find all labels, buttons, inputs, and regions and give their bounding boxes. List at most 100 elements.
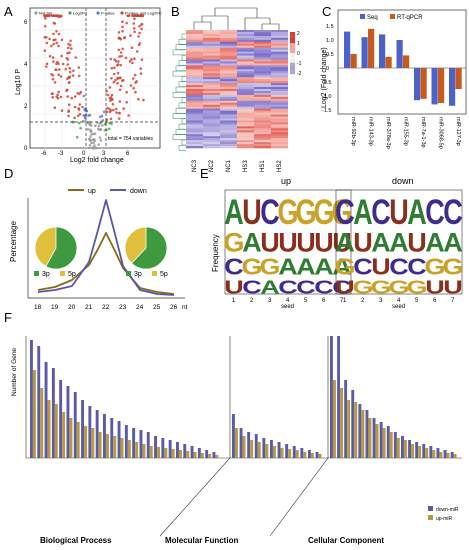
volcano-point [77, 121, 81, 125]
volcano-point [133, 73, 137, 77]
heatmap-cell [271, 39, 288, 43]
bar-up-mir [418, 446, 422, 458]
heatmap-cell [186, 98, 203, 102]
bar-down-mir [124, 425, 128, 458]
logo-letter: U [278, 227, 297, 257]
color-scale-step [290, 33, 295, 35]
heatmap-cell [237, 116, 254, 119]
heatmap-cell [186, 124, 203, 127]
logo-letter: G [223, 227, 244, 257]
heatmap-cell [237, 47, 254, 50]
volcano-point [56, 93, 59, 96]
volcano-point [113, 58, 116, 61]
logo-letter: G [353, 276, 374, 297]
seed-axis-label: seed [281, 304, 294, 310]
volcano-point [82, 120, 86, 123]
heatmap-cell [220, 120, 237, 123]
volcano-point [44, 16, 47, 20]
heatmap-cell [254, 144, 271, 147]
logo-letter: A [260, 276, 280, 297]
heatmap-cell [203, 69, 220, 72]
heatmap-cell [203, 33, 220, 37]
heatmap-cell [254, 61, 271, 64]
heatmap-cell [237, 67, 254, 70]
dendrogram-branch [178, 102, 186, 109]
bar-down-mir [365, 410, 369, 458]
heatmap-cell [186, 45, 203, 48]
bar-up-mir [333, 380, 336, 458]
logo-letter: A [224, 193, 243, 232]
color-scale-step [290, 51, 295, 54]
color-scale-label: 2 [297, 31, 300, 37]
heatmap-cell [220, 100, 237, 104]
bar-up-mir [47, 400, 51, 458]
logo-letter: A [389, 227, 408, 257]
bar [414, 68, 421, 101]
color-scale-step [290, 67, 295, 69]
bar-down-mir [88, 406, 92, 458]
logo-letter: C [296, 276, 316, 297]
volcano-point [140, 27, 143, 31]
volcano-point [111, 102, 115, 106]
dendrogram-branch [172, 113, 186, 119]
bar-up-mir [76, 422, 80, 458]
heatmap-cell [237, 104, 254, 107]
heatmap-cell [186, 63, 203, 66]
heatmap-cell [254, 53, 271, 56]
x-tick-label: 6 [126, 151, 130, 157]
volcano-point [141, 14, 144, 17]
heatmap-cell [203, 128, 220, 131]
bar-up-mir [432, 450, 436, 458]
heatmap-cell [220, 71, 237, 74]
volcano-point [66, 51, 69, 55]
heatmap-cell [237, 81, 254, 84]
heatmap-cell [271, 45, 288, 48]
heatmap-cell [186, 92, 203, 96]
bar-up-mir [382, 428, 386, 458]
heatmap-column-label: NC3 [192, 159, 198, 172]
heatmap-cell [271, 92, 288, 96]
heatmap-cell [237, 49, 254, 52]
heatmap-cell [220, 37, 237, 41]
color-scale-step [290, 62, 295, 65]
heatmap-cell [271, 120, 288, 123]
heatmap-cell [237, 69, 254, 72]
bar-down-mir [139, 430, 143, 458]
heatmap-cell [186, 59, 203, 62]
panel-e-seed-logos: upAGCU1UAGC2CUGA3GUAC4GUAC5GUAC6GUAC7see… [211, 176, 464, 310]
heatmap-cell [271, 79, 288, 82]
logo-letter: C [407, 254, 427, 280]
volcano-point [116, 77, 120, 80]
pie-legend-swatch [152, 271, 157, 276]
bar [455, 68, 462, 89]
volcano-point [75, 135, 79, 139]
heatmap-cell [237, 85, 254, 88]
legend-swatch [428, 515, 433, 520]
heatmap-cell [237, 83, 254, 86]
heatmap-cell [220, 108, 237, 111]
heatmap-cell [220, 51, 237, 54]
bar-down-mir [408, 440, 411, 458]
bar-up-mir [135, 442, 139, 458]
heatmap-cell [186, 57, 203, 60]
dendrogram-branch [181, 76, 186, 82]
bar-up-mir [340, 388, 343, 458]
heatmap-cell [186, 55, 203, 58]
heatmap-cell [203, 138, 220, 141]
dendrogram-branch [181, 118, 186, 125]
color-scale-step [290, 47, 295, 49]
color-scale-step [290, 54, 295, 56]
logo-letter: A [425, 227, 444, 257]
bar-down-mir [443, 450, 447, 458]
volcano-point [45, 62, 49, 66]
volcano-point [79, 90, 83, 94]
volcano-point [142, 98, 145, 102]
volcano-point [110, 77, 113, 80]
bar [403, 55, 410, 68]
y-tick-label: 1.0 [326, 38, 334, 44]
heatmap-cell [186, 37, 203, 41]
panel-a-volcano: Not Sig Log2FC P-value P-value and Log2FC t… [15, 7, 162, 164]
bar-down-mir [315, 452, 319, 458]
logo-letter: C [389, 254, 409, 280]
dendrogram-branch [244, 17, 271, 30]
